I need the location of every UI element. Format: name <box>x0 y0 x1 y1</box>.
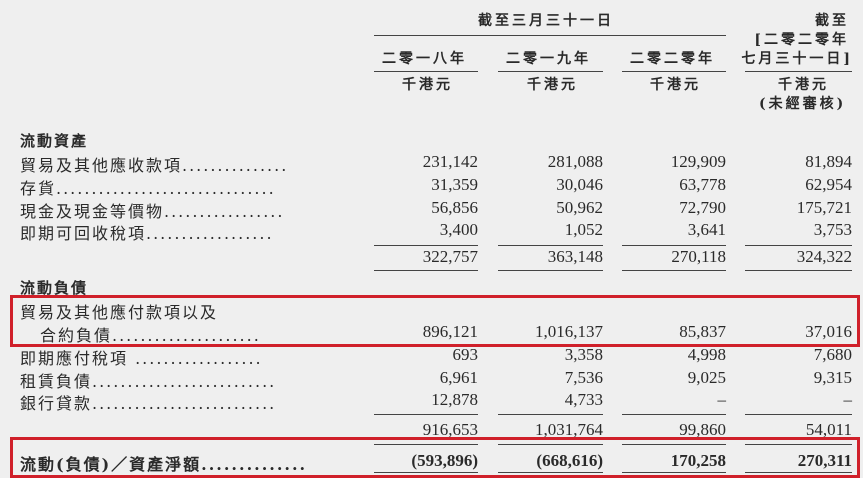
divider <box>622 414 726 415</box>
divider <box>498 472 603 473</box>
current-assets-title: 流動資產 <box>20 132 89 150</box>
cell-value: (593,896) <box>411 451 478 470</box>
column-header-2020: 二零二零年 <box>630 51 715 67</box>
cell-value: 50,962 <box>556 198 603 217</box>
interim-header-1: 截至 <box>815 13 849 29</box>
cell-value: 63,778 <box>679 175 726 194</box>
cell-value: 9,025 <box>687 368 726 387</box>
current-liabilities-title: 流動負債 <box>20 279 89 297</box>
cell-value: 281,088 <box>547 152 603 171</box>
cell-value: 99,860 <box>679 420 726 439</box>
divider <box>745 472 852 473</box>
cell-value: 12,878 <box>431 390 478 409</box>
cell-value: 1,052 <box>564 220 603 239</box>
row-label: 租賃負債.......................... <box>20 372 277 391</box>
row-label: 貿易及其他應收款項............... <box>20 156 289 175</box>
divider <box>622 71 726 72</box>
highlight-box-net <box>10 437 860 478</box>
cell-value: 896,121 <box>422 322 478 341</box>
cell-value: (668,616) <box>536 451 603 470</box>
divider <box>745 71 852 72</box>
cell-value: 56,856 <box>431 198 478 217</box>
row-label: 即期可回收稅項.................. <box>20 224 274 243</box>
unit-label: 千港元 <box>650 77 701 93</box>
divider <box>374 472 478 473</box>
cell-value: 3,753 <box>813 220 852 239</box>
cell-value: 7,536 <box>564 368 603 387</box>
unit-label: 千港元 <box>778 77 829 93</box>
divider <box>374 245 478 246</box>
cell-value: 916,653 <box>422 420 478 439</box>
cell-value: 3,641 <box>687 220 726 239</box>
column-header-2019: 二零一九年 <box>506 51 591 67</box>
cell-value: 1,016,137 <box>535 322 603 341</box>
period-group-header: 截至三月三十一日 <box>478 13 614 29</box>
row-label: 流動(負債)／資產淨額.............. <box>20 455 308 474</box>
cell-value: – <box>843 390 853 409</box>
interim-header-3: 七月三十一日] <box>741 51 853 67</box>
interim-header-2: [二零二零年 <box>754 32 849 48</box>
divider <box>374 35 726 36</box>
cell-value: 81,894 <box>805 152 852 171</box>
row-label: 貿易及其他應付款項以及 <box>20 303 219 322</box>
unit-label: 千港元 <box>527 77 578 93</box>
cell-value: 4,998 <box>687 345 726 364</box>
divider <box>745 245 852 246</box>
cell-value: 37,016 <box>805 322 852 341</box>
cell-value: 170,258 <box>670 451 726 470</box>
cell-value: 3,358 <box>564 345 603 364</box>
cell-value: 7,680 <box>813 345 852 364</box>
divider <box>498 270 603 271</box>
divider <box>498 414 603 415</box>
divider <box>745 444 852 445</box>
unit-label: 千港元 <box>402 77 453 93</box>
row-label: 存貨............................... <box>20 179 276 198</box>
cell-value: 270,118 <box>671 247 726 266</box>
divider <box>622 245 726 246</box>
cell-value: 693 <box>452 345 479 364</box>
cell-value: 62,954 <box>805 175 852 194</box>
cell-value: 6,961 <box>439 368 478 387</box>
cell-value: 363,148 <box>547 247 603 266</box>
row-label: 即期應付稅項 .................. <box>20 349 263 368</box>
divider <box>374 444 478 445</box>
divider <box>745 414 852 415</box>
cell-value: 1,031,764 <box>535 420 603 439</box>
cell-value: 54,011 <box>805 420 852 439</box>
divider <box>622 472 726 473</box>
cell-value: 231,142 <box>422 152 478 171</box>
cell-value: 270,311 <box>797 451 852 470</box>
row-label: 現金及現金等價物................. <box>20 202 285 221</box>
cell-value: 324,322 <box>796 247 852 266</box>
cell-value: 3,400 <box>439 220 478 239</box>
divider <box>498 71 603 72</box>
column-header-2018: 二零一八年 <box>382 51 467 67</box>
divider <box>374 71 478 72</box>
cell-value: – <box>717 390 727 409</box>
cell-value: 4,733 <box>564 390 603 409</box>
cell-value: 129,909 <box>670 152 726 171</box>
cell-value: 31,359 <box>431 175 478 194</box>
unaudited-label: (未經審核) <box>759 96 847 112</box>
divider <box>622 444 726 445</box>
divider <box>374 270 478 271</box>
divider <box>374 414 478 415</box>
highlight-box-payables <box>10 295 860 347</box>
divider <box>745 270 852 271</box>
divider <box>498 444 603 445</box>
cell-value: 30,046 <box>556 175 603 194</box>
cell-value: 9,315 <box>813 368 852 387</box>
divider <box>498 245 603 246</box>
divider <box>622 270 726 271</box>
row-label: 銀行貸款.......................... <box>20 394 277 413</box>
cell-value: 85,837 <box>679 322 726 341</box>
row-label: 合約負債..................... <box>40 326 261 345</box>
cell-value: 175,721 <box>796 198 852 217</box>
cell-value: 322,757 <box>422 247 478 266</box>
cell-value: 72,790 <box>679 198 726 217</box>
